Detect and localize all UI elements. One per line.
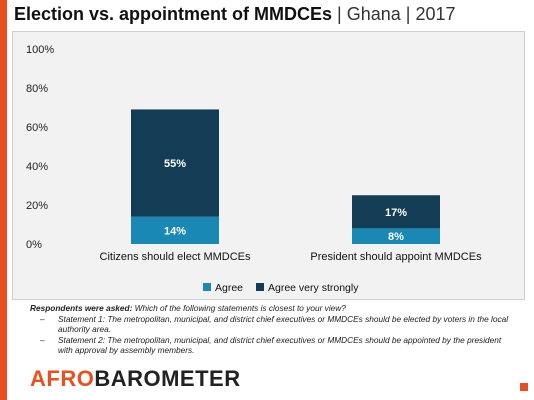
title-country: Ghana	[346, 4, 401, 24]
statement-2: – Statement 2: The metropolitan, municipa…	[30, 335, 514, 356]
legend-label: Agree	[215, 282, 243, 294]
category-label: President should appoint MMDCEs	[310, 251, 482, 263]
title-separator: |	[332, 4, 347, 24]
statement-1: – Statement 1: The metropolitan, municipa…	[30, 314, 514, 335]
statement-1-text: The metropolitan, municipal, and distric…	[58, 313, 509, 335]
statement-dash: –	[40, 313, 45, 324]
statement-dash: –	[40, 334, 45, 345]
survey-note: Respondents were asked: Which of the fol…	[30, 303, 514, 356]
bar-segment	[131, 109, 219, 217]
legend-swatch	[256, 283, 264, 291]
y-tick-label: 40%	[26, 161, 48, 173]
chart-panel: 0% 20% 40% 60% 80% 100% 14% 55% Citizens should …	[12, 31, 525, 300]
survey-question: Respondents were asked: Which of the fol…	[30, 303, 514, 314]
y-tick-label: 100%	[26, 44, 54, 56]
bar-chart: 0% 20% 40% 60% 80% 100% 14% 55% Citizens should …	[26, 44, 482, 294]
logo-barometer: BAROMETER	[94, 366, 241, 391]
logo-afro: AFRO	[30, 366, 95, 391]
title-separator-2: |	[400, 4, 416, 24]
data-label: 8%	[388, 231, 404, 243]
title-year: 2017	[415, 4, 456, 24]
bar-segment	[352, 228, 440, 244]
data-label: 14%	[164, 225, 186, 237]
afrobarometer-logo: AFROBAROMETER	[30, 366, 241, 392]
title-main: Election vs. appointment of MMDCEs	[14, 4, 333, 24]
data-label: 55%	[164, 158, 186, 170]
statement-2-text: The metropolitan, municipal, and distric…	[58, 334, 502, 356]
bar-segment	[352, 195, 440, 229]
y-tick-label: 20%	[26, 200, 48, 212]
y-tick-label: 60%	[26, 122, 48, 134]
accent-side-bar	[0, 0, 7, 400]
category-label: Citizens should elect MMDCEs	[100, 251, 251, 263]
data-label: 17%	[385, 207, 407, 219]
y-tick-label: 80%	[26, 83, 48, 95]
statement-2-label: Statement 2:	[58, 334, 106, 345]
question-lead: Respondents were asked:	[30, 303, 133, 313]
page-title: Election vs. appointment of MMDCEs | Gha…	[14, 4, 456, 25]
y-tick-label: 0%	[26, 239, 42, 251]
legend-swatch	[203, 283, 211, 291]
bar-segment	[131, 216, 219, 244]
statement-1-label: Statement 1:	[58, 313, 106, 324]
corner-mark	[520, 383, 528, 391]
legend-label: Agree very strongly	[268, 282, 359, 294]
question-text: Which of the following statements is clo…	[132, 303, 346, 313]
